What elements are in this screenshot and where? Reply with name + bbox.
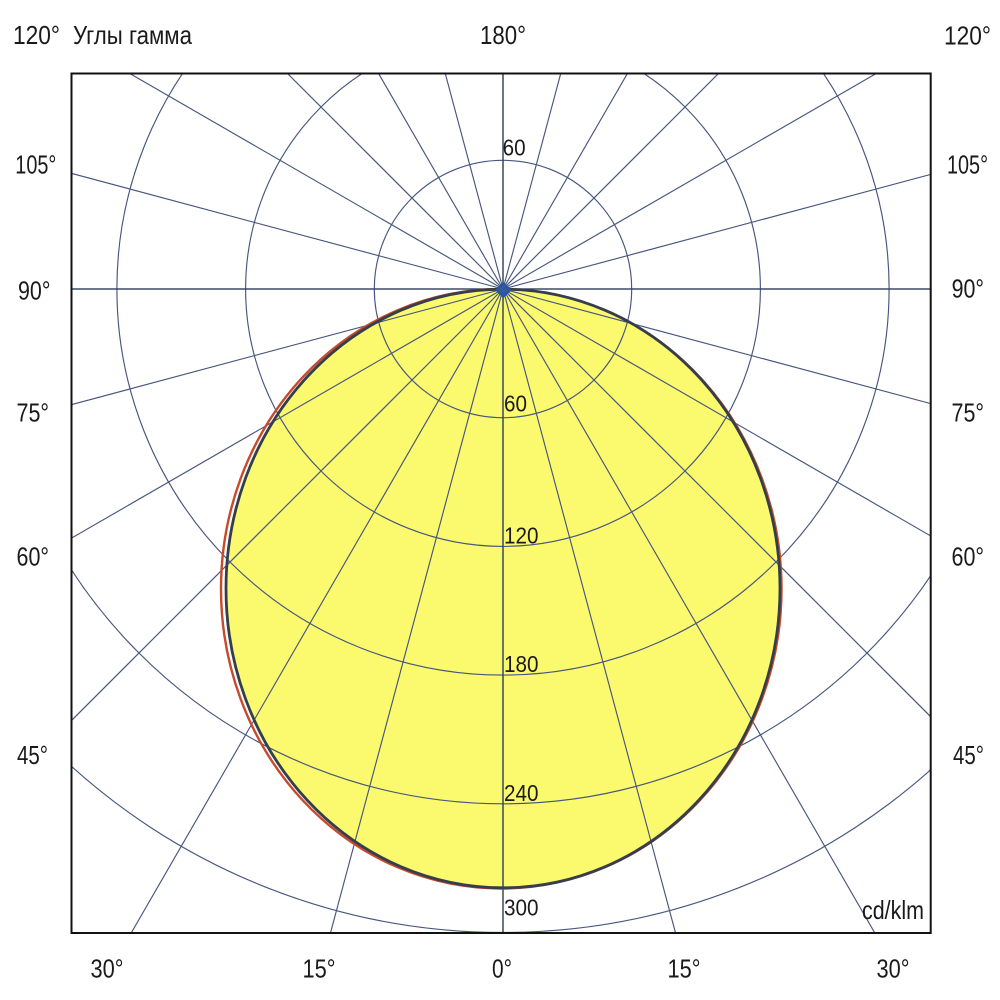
svg-text:90°: 90° <box>952 274 984 304</box>
svg-text:Углы гамма: Углы гамма <box>73 20 192 50</box>
svg-text:120: 120 <box>504 523 539 549</box>
svg-text:cd/klm: cd/klm <box>862 895 924 925</box>
svg-text:180°: 180° <box>480 20 526 50</box>
svg-text:60°: 60° <box>17 542 50 572</box>
svg-text:240: 240 <box>504 780 539 806</box>
svg-text:30°: 30° <box>91 954 124 984</box>
svg-text:15°: 15° <box>303 954 336 984</box>
svg-text:180: 180 <box>504 651 539 677</box>
svg-text:60: 60 <box>503 135 526 161</box>
svg-text:45°: 45° <box>953 740 984 770</box>
svg-text:120°: 120° <box>13 20 60 50</box>
svg-text:105°: 105° <box>15 150 56 180</box>
svg-text:45°: 45° <box>17 740 48 770</box>
svg-text:30°: 30° <box>877 954 910 984</box>
svg-text:15°: 15° <box>668 954 701 984</box>
svg-text:105°: 105° <box>947 150 988 180</box>
svg-text:75°: 75° <box>17 398 50 428</box>
svg-text:300: 300 <box>504 895 539 921</box>
svg-text:120°: 120° <box>944 21 991 51</box>
svg-text:60: 60 <box>504 391 527 417</box>
svg-text:90°: 90° <box>18 276 50 306</box>
svg-text:75°: 75° <box>952 398 985 428</box>
svg-text:0°: 0° <box>492 954 512 984</box>
svg-text:60°: 60° <box>952 542 985 572</box>
